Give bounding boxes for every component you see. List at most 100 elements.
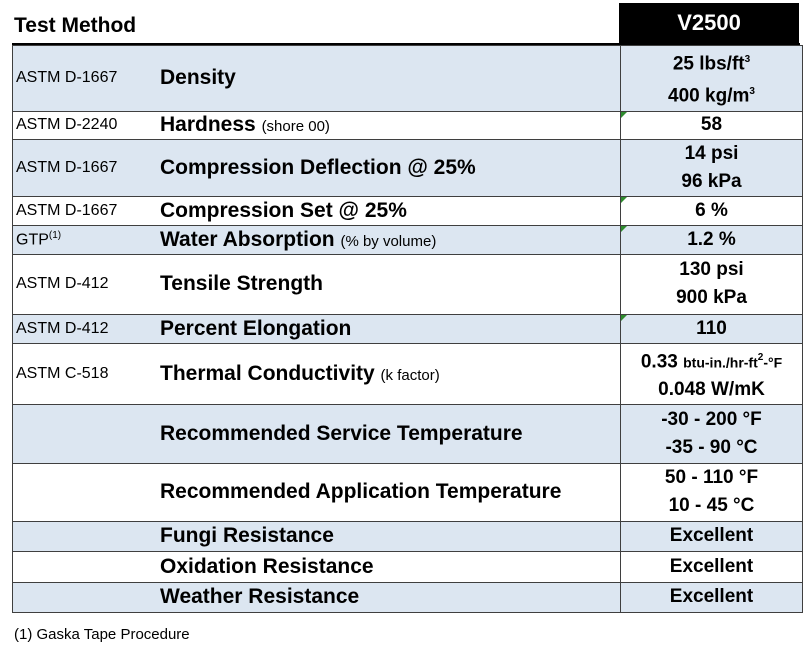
value-cell: 6 % xyxy=(620,195,803,226)
value-text: 1.2 % xyxy=(687,228,736,250)
table-row: ASTM D-2240 Hardness (shore 00) 58 xyxy=(12,110,803,140)
value-superscript: 3 xyxy=(744,54,751,65)
table-row: Recommended Service Temperature -30 - 20… xyxy=(12,403,803,464)
value-cell: 25 lbs/ft3 400 kg/m3 xyxy=(620,45,803,112)
value-text: 110 xyxy=(696,317,727,339)
property-cell: Recommended Application Temperature xyxy=(160,462,621,522)
property-cell: Percent Elongation xyxy=(160,313,621,344)
property-cell: Weather Resistance xyxy=(160,581,621,613)
value-line-2: 96 kPa xyxy=(681,170,742,192)
value-line-2: 900 kPa xyxy=(676,287,747,309)
test-method-cell xyxy=(12,520,160,552)
test-method-cell xyxy=(12,403,160,464)
test-method-cell: ASTM D-1667 xyxy=(12,195,160,226)
table-row: ASTM D-412 Percent Elongation 110 xyxy=(12,313,803,344)
comment-marker-icon xyxy=(621,111,627,118)
value-line-2: 400 kg/m3 xyxy=(621,78,802,110)
value-superscript: 2 xyxy=(757,351,764,363)
property-cell: Oxidation Resistance xyxy=(160,550,621,583)
table-row: ASTM D-412 Tensile Strength 130 psi 900 … xyxy=(12,253,803,315)
test-method-cell: ASTM D-412 xyxy=(12,253,160,315)
property-cell: Tensile Strength xyxy=(160,253,621,315)
value-line-2: 10 - 45 °C xyxy=(668,495,755,517)
test-method-header: Test Method xyxy=(14,14,137,37)
table-row: Weather Resistance Excellent xyxy=(12,581,803,613)
comment-marker-icon xyxy=(621,196,627,203)
property-note: (% by volume) xyxy=(340,232,437,250)
value-cell: -30 - 200 °F -35 - 90 °C xyxy=(620,403,803,464)
test-method-cell: ASTM D-1667 xyxy=(12,45,160,112)
value-cell: 110 xyxy=(620,313,803,344)
footnote-reference: (1) xyxy=(48,229,62,241)
test-method-cell xyxy=(12,550,160,583)
value-unit: btu-in./hr-ft xyxy=(683,353,758,370)
table-row: ASTM D-1667 Compression Set @ 25% 6 % xyxy=(12,195,803,226)
value-text: 6 % xyxy=(695,199,728,221)
value-line-1: 130 psi xyxy=(679,259,744,281)
property-label: Compression Deflection @ 25% xyxy=(160,155,476,179)
value-line-1: 50 - 110 °F xyxy=(664,467,759,489)
property-label: Water Absorption xyxy=(160,227,335,251)
property-label: Compression Set @ 25% xyxy=(160,198,407,222)
header-divider xyxy=(12,43,800,45)
value-text: 58 xyxy=(700,114,723,136)
property-cell: Thermal Conductivity (k factor) xyxy=(160,342,621,405)
test-method-cell: ASTM D-412 xyxy=(12,313,160,344)
value-cell: 58 xyxy=(620,110,803,140)
property-label: Oxidation Resistance xyxy=(160,554,374,578)
property-label: Percent Elongation xyxy=(160,316,352,340)
test-method-cell xyxy=(12,462,160,522)
table-row: Oxidation Resistance Excellent xyxy=(12,550,803,583)
value-line-2: -35 - 90 °C xyxy=(665,436,758,458)
value-cell: Excellent xyxy=(620,550,803,583)
table-row: ASTM C-518 Thermal Conductivity (k facto… xyxy=(12,342,803,405)
test-method-cell: ASTM C-518 xyxy=(12,342,160,405)
value-cell: 130 psi 900 kPa xyxy=(620,253,803,315)
value-line-1: 0.33 btu-in./hr-ft2-°F xyxy=(621,344,802,376)
test-method-cell: ASTM D-1667 xyxy=(12,138,160,197)
table-row: ASTM D-1667 Density 25 lbs/ft3 400 kg/m3 xyxy=(12,45,803,112)
table-row: Recommended Application Temperature 50 -… xyxy=(12,462,803,522)
value-cell: 14 psi 96 kPa xyxy=(620,138,803,197)
value-line-1: 14 psi xyxy=(684,142,739,164)
test-method-cell: ASTM D-2240 xyxy=(12,110,160,140)
value-superscript: 3 xyxy=(749,86,755,98)
properties-table: ASTM D-1667 Density 25 lbs/ft3 400 kg/m3… xyxy=(12,45,803,613)
property-label: Thermal Conductivity xyxy=(160,361,375,385)
value-line-1: 25 lbs/ft3 xyxy=(621,46,802,78)
comment-marker-icon xyxy=(621,314,627,321)
property-cell: Fungi Resistance xyxy=(160,520,621,552)
property-label: Recommended Service Temperature xyxy=(160,421,523,445)
footnote: (1) Gaska Tape Procedure xyxy=(14,626,190,643)
table-row: GTP(1) Water Absorption (% by volume) 1.… xyxy=(12,224,803,255)
property-label: Weather Resistance xyxy=(160,585,360,609)
product-header: V2500 xyxy=(619,3,799,43)
property-label: Hardness xyxy=(160,113,256,137)
value-line-1: -30 - 200 °F xyxy=(661,408,762,430)
property-label: Density xyxy=(160,66,236,90)
property-cell: Compression Set @ 25% xyxy=(160,195,621,226)
table-row: Fungi Resistance Excellent xyxy=(12,520,803,552)
value-cell: 50 - 110 °F 10 - 45 °C xyxy=(620,462,803,522)
value-cell: Excellent xyxy=(620,581,803,613)
property-cell: Water Absorption (% by volume) xyxy=(160,224,621,255)
value-text: 400 kg/m xyxy=(668,85,750,107)
test-method-text: GTP xyxy=(16,231,49,249)
value-line-2: 0.048 W/mK xyxy=(658,378,765,400)
test-method-cell: GTP(1) xyxy=(12,224,160,255)
property-label: Recommended Application Temperature xyxy=(160,480,562,504)
value-unit: -°F xyxy=(763,353,783,370)
comment-marker-icon xyxy=(621,225,627,232)
value-cell: 0.33 btu-in./hr-ft2-°F 0.048 W/mK xyxy=(620,342,803,405)
property-note: (shore 00) xyxy=(261,118,330,136)
property-cell: Hardness (shore 00) xyxy=(160,110,621,140)
table-row: ASTM D-1667 Compression Deflection @ 25%… xyxy=(12,138,803,197)
test-method-cell xyxy=(12,581,160,613)
property-cell: Compression Deflection @ 25% xyxy=(160,138,621,197)
property-label: Tensile Strength xyxy=(160,272,323,296)
value-text: 25 lbs/ft xyxy=(672,53,745,75)
property-label: Fungi Resistance xyxy=(160,524,334,548)
property-note: (k factor) xyxy=(380,366,440,384)
value-cell: Excellent xyxy=(620,520,803,552)
value-text: 0.33 xyxy=(640,350,678,372)
